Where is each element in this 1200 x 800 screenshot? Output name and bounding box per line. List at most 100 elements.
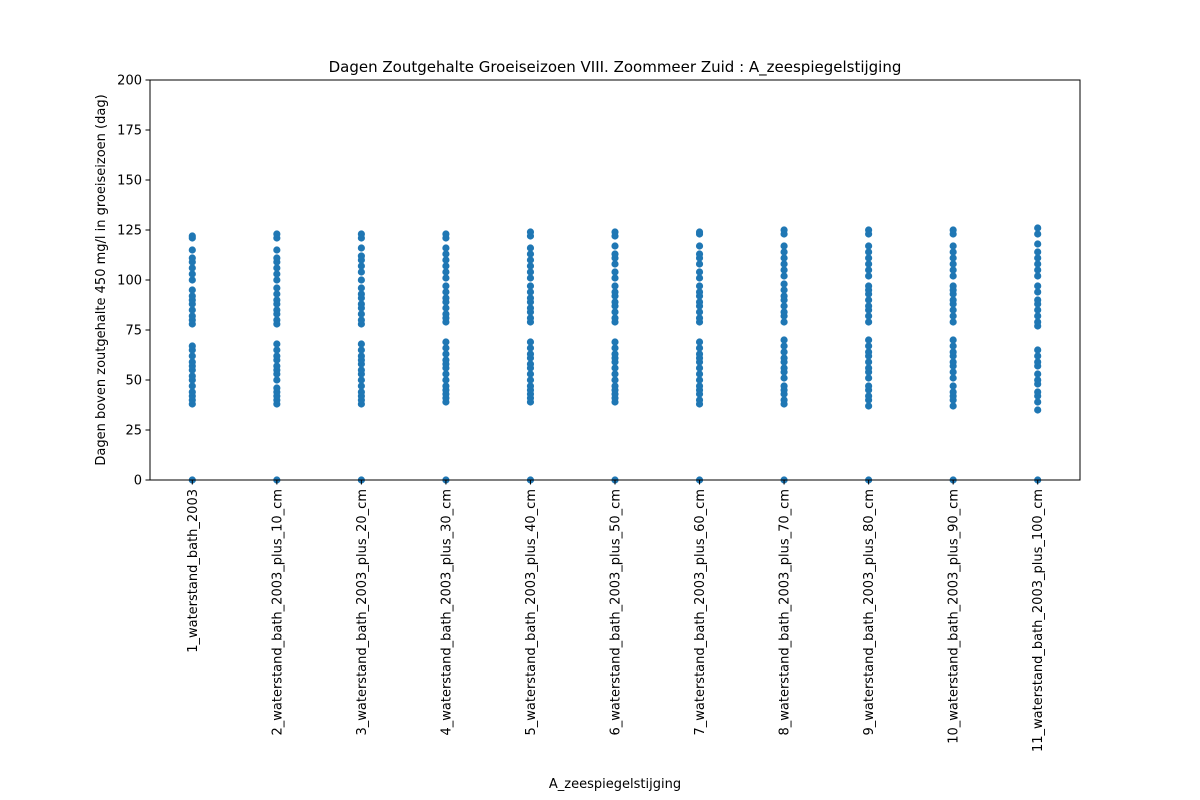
data-point	[1034, 248, 1042, 256]
data-point	[611, 250, 619, 258]
data-point	[442, 244, 450, 252]
data-point	[780, 286, 788, 294]
data-point	[949, 312, 957, 320]
data-point	[1034, 266, 1042, 274]
data-point	[1034, 282, 1042, 290]
data-point	[188, 232, 196, 240]
data-point	[949, 382, 957, 390]
y-tick-label: 75	[125, 324, 142, 339]
y-axis-label: Dagen boven zoutgehalte 450 mg/l in groe…	[94, 94, 109, 465]
data-point	[695, 288, 704, 296]
data-point	[273, 284, 281, 292]
data-point	[188, 292, 196, 300]
data-point	[357, 346, 365, 354]
data-point	[357, 310, 365, 318]
data-point	[357, 316, 365, 324]
x-tick-label: 1_waterstand_bath_2003	[186, 489, 201, 653]
data-point	[526, 350, 535, 358]
data-point	[442, 356, 450, 364]
data-point	[1034, 406, 1042, 414]
data-point	[695, 344, 704, 352]
data-point	[949, 282, 957, 290]
data-point	[1034, 260, 1042, 268]
data-point	[188, 382, 196, 390]
data-point	[273, 254, 281, 262]
data-point	[442, 230, 450, 238]
data-point	[1034, 306, 1042, 314]
data-point	[442, 282, 450, 290]
data-point	[780, 280, 788, 288]
data-point	[188, 358, 196, 366]
data-point	[949, 402, 957, 410]
data-point	[357, 268, 365, 276]
data-point	[695, 228, 704, 236]
y-tick-label: 25	[125, 424, 142, 439]
data-point	[611, 314, 619, 322]
data-point	[357, 352, 365, 360]
x-tick-label: 8_waterstand_bath_2003_plus_70_cm	[778, 489, 793, 736]
data-point	[949, 254, 957, 262]
y-tick-label: 125	[117, 224, 142, 239]
data-point	[780, 254, 788, 262]
x-tick-label: 3_waterstand_bath_2003_plus_20_cm	[355, 489, 370, 736]
data-point	[611, 298, 619, 306]
data-point	[357, 376, 365, 384]
data-point	[695, 350, 704, 358]
y-axis: 0 25 50 75 100 125 150 175 200	[117, 74, 150, 489]
data-point	[611, 382, 619, 390]
data-point	[442, 256, 450, 264]
data-point	[780, 354, 788, 362]
data-point	[780, 266, 788, 274]
data-point	[780, 336, 788, 344]
x-tick-label: 4_waterstand_bath_2003_plus_30_cm	[439, 489, 454, 736]
data-point	[273, 290, 281, 298]
data-point	[865, 242, 873, 250]
data-point	[442, 338, 450, 346]
data-point	[442, 350, 450, 358]
data-point	[865, 348, 873, 356]
data-point	[273, 352, 281, 360]
data-point	[865, 282, 873, 290]
data-point	[949, 266, 957, 274]
data-point	[949, 226, 957, 234]
data-point	[1034, 346, 1042, 354]
data-point	[865, 402, 873, 410]
data-point	[526, 338, 535, 346]
data-point	[780, 226, 788, 234]
data-point	[442, 376, 450, 384]
data-point	[611, 364, 619, 372]
data-point	[949, 368, 957, 376]
data-point	[442, 382, 450, 390]
data-point	[865, 318, 873, 326]
data-point	[357, 388, 365, 396]
data-point	[695, 308, 704, 316]
data-point	[865, 296, 873, 304]
data-point	[273, 362, 281, 370]
data-point	[1034, 352, 1042, 360]
data-point	[949, 242, 957, 250]
data-point	[526, 344, 535, 352]
data-point	[442, 288, 450, 296]
data-point	[526, 228, 535, 236]
data-point	[780, 242, 788, 250]
data-point	[526, 314, 535, 322]
data-point	[695, 268, 704, 276]
data-point	[949, 272, 957, 280]
data-point	[357, 262, 365, 270]
data-point	[1034, 240, 1042, 248]
data-point	[357, 382, 365, 390]
data-point	[865, 336, 873, 344]
data-point	[188, 254, 196, 262]
x-tick-label: 9_waterstand_bath_2003_plus_80_cm	[862, 489, 877, 736]
y-tick-label: 100	[117, 274, 142, 289]
data-point	[188, 270, 196, 278]
data-point	[1034, 288, 1042, 296]
data-point	[1034, 370, 1042, 378]
data-point	[780, 260, 788, 268]
plot-frame	[149, 79, 1081, 481]
data-point	[1034, 254, 1042, 262]
x-tick-label: 11_waterstand_bath_2003_plus_100_cm	[1031, 489, 1046, 752]
data-point	[611, 308, 619, 316]
data-point	[526, 370, 535, 378]
data-point	[273, 246, 281, 254]
